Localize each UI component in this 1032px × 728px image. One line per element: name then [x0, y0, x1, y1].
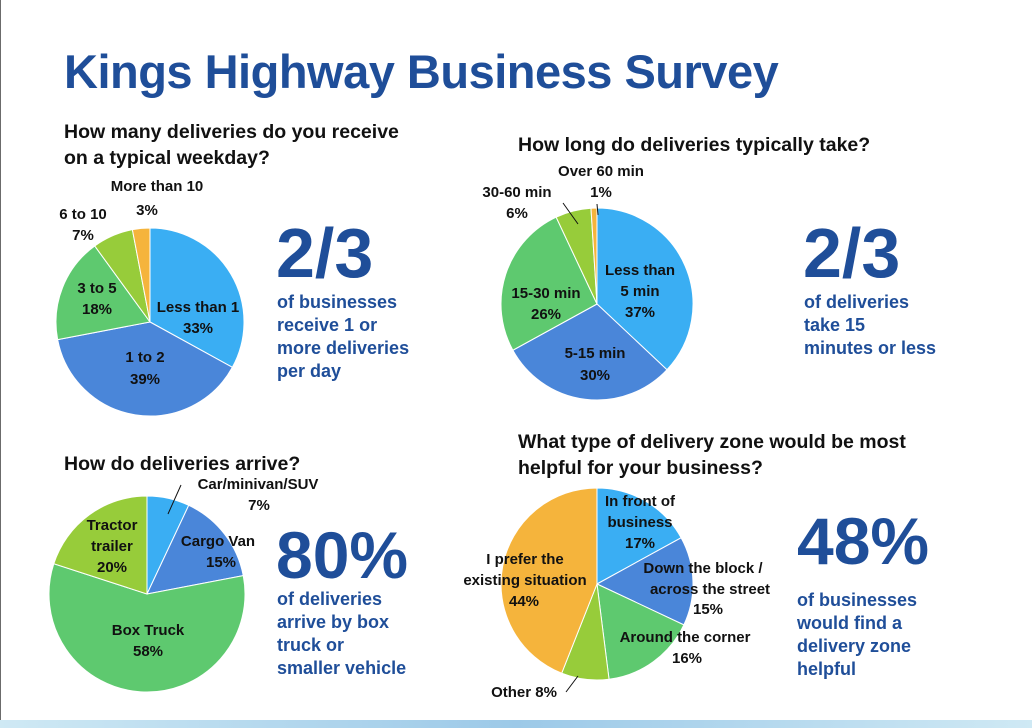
stat-delivery-arrival: 80% [276, 518, 409, 592]
slice-label: Car/minivan/SUV [198, 476, 319, 493]
stat-desc-delivery-duration: of deliveries take 15 minutes or less [804, 291, 936, 360]
slice-label: 1 to 2 [125, 349, 164, 366]
stat-desc-line: of deliveries [804, 292, 910, 312]
page-title: Kings Highway Business Survey [64, 45, 779, 98]
question-delivery-duration: How long do deliveries typically take? [518, 134, 871, 156]
slice-label: 1% [590, 184, 612, 201]
slice-label: across the street [650, 581, 770, 598]
slice-label: 26% [531, 306, 561, 323]
slice-label: 44% [509, 593, 539, 610]
pie-slice-less-than-1 [149, 227, 245, 368]
pie-chart-3: Car/minivan/SUV 7% Cargo Van 15% Box Truck 58… [48, 476, 319, 693]
slice-label: In front of [605, 493, 676, 510]
stat-desc-line: take 15 [804, 315, 866, 335]
slice-label: 15-30 min [511, 285, 580, 302]
slice-label: Less than [605, 262, 675, 279]
slice-label: 30-60 min [482, 184, 551, 201]
slice-label: 18% [82, 301, 112, 318]
slice-label: business [607, 514, 672, 531]
leader-line [562, 202, 579, 225]
pie-slice-box-truck [48, 563, 246, 693]
slice-label: 16% [672, 650, 702, 667]
question-delivery-arrival: How do deliveries arrive? [64, 453, 301, 475]
pie-chart-1: Less than 1 33% 1 to 2 39% 3 to 5 18% 6 to 10 7… [55, 178, 245, 417]
slice-label: 7% [248, 497, 270, 514]
slice-label: 17% [625, 535, 655, 552]
slice-label: 3 to 5 [77, 280, 116, 297]
slice-label: Down the block / [643, 560, 763, 577]
slice-label: 7% [72, 227, 94, 244]
pie-slice-down-the-block-across-the-street [595, 537, 694, 626]
stat-desc-line: minutes or less [804, 338, 937, 358]
stat-desc-deliveries-count: of businesses receive 1 or more deliveri… [277, 291, 409, 383]
slice-label: existing situation [463, 572, 586, 589]
slice-label: 15% [693, 601, 723, 618]
stat-desc-delivery-zone: of businesses would find a delivery zone… [797, 589, 917, 681]
pie-slice-15-30-min [500, 216, 598, 351]
slice-label: 39% [130, 371, 160, 388]
pie-slice-less-than-5-min [596, 207, 694, 371]
slice-label: Less than 1 [157, 299, 240, 316]
stat-desc-line: truck or [277, 635, 345, 655]
slice-label: 6 to 10 [59, 206, 107, 223]
question-deliveries-count: How many deliveries do you receive on a … [64, 121, 399, 169]
slice-label: Over 60 min [558, 163, 644, 180]
slice-label: 37% [625, 304, 655, 321]
slice-label: Around the corner [620, 629, 751, 646]
stat-desc-line: of businesses [797, 590, 918, 610]
stat-delivery-duration: 2/3 [803, 214, 901, 292]
slice-label: 58% [133, 643, 163, 660]
slice-label: 5 min [620, 283, 659, 300]
stat-desc-line: per day [277, 361, 342, 381]
slice-label: 3% [136, 202, 158, 219]
stat-desc-line: would find a [797, 613, 902, 633]
stat-deliveries-count: 2/3 [276, 214, 374, 292]
pie-slice-5-15-min [512, 303, 668, 401]
leader-line [167, 484, 182, 515]
stat-desc-delivery-arrival: of deliveries arrive by box truck or sma… [277, 588, 406, 680]
stat-desc-line: more deliveries [277, 338, 410, 358]
pie-slice-3-to-5 [55, 245, 151, 341]
pie-slice-cargo-van [146, 504, 244, 595]
slice-label: Box Truck [112, 622, 185, 639]
slice-label: Other 8% [491, 684, 557, 701]
pie-slice-around-the-corner [596, 583, 685, 680]
slice-label: 15% [206, 554, 236, 571]
pie-chart-2: Less than 5 min 37% 5-15 min 30% 15-30 min 26%… [482, 163, 694, 401]
slice-label: 30% [580, 367, 610, 384]
stat-desc-line: arrive by box [277, 612, 390, 632]
frame-left-border [0, 0, 1, 728]
stat-desc-line: helpful [797, 659, 856, 679]
stat-desc-line: receive 1 or [277, 315, 378, 335]
slice-label: More than 10 [111, 178, 204, 195]
pie-slice-i-prefer-the-existing-situation [500, 487, 598, 674]
leader-line [565, 675, 579, 693]
slice-label: trailer [91, 538, 133, 555]
leader-line [596, 203, 599, 216]
bottom-accent-bar [0, 720, 1032, 728]
pie-slice-in-front-of-business [596, 487, 682, 585]
stat-desc-line: smaller vehicle [277, 658, 407, 678]
stat-desc-line: of businesses [277, 292, 398, 312]
question-delivery-zone: What type of delivery zone would be most… [518, 431, 906, 479]
slice-label: 20% [97, 559, 127, 576]
slice-label: Tractor [87, 517, 138, 534]
stat-delivery-zone: 48% [797, 504, 930, 578]
stat-desc-line: of deliveries [277, 589, 383, 609]
pie-slice-more-than-10 [131, 227, 151, 323]
pie-slice-tractor-trailer [53, 495, 148, 595]
stat-desc-line: delivery zone [797, 636, 912, 656]
slice-label: 33% [183, 320, 213, 337]
pie-slice-1-to-2 [57, 321, 234, 417]
slice-label: 5-15 min [565, 345, 626, 362]
slice-label: Cargo Van [181, 533, 255, 550]
pie-chart-4: In front of business 17% Down the block / ac… [463, 487, 770, 701]
slice-label: 6% [506, 205, 528, 222]
slice-label: I prefer the [486, 551, 564, 568]
